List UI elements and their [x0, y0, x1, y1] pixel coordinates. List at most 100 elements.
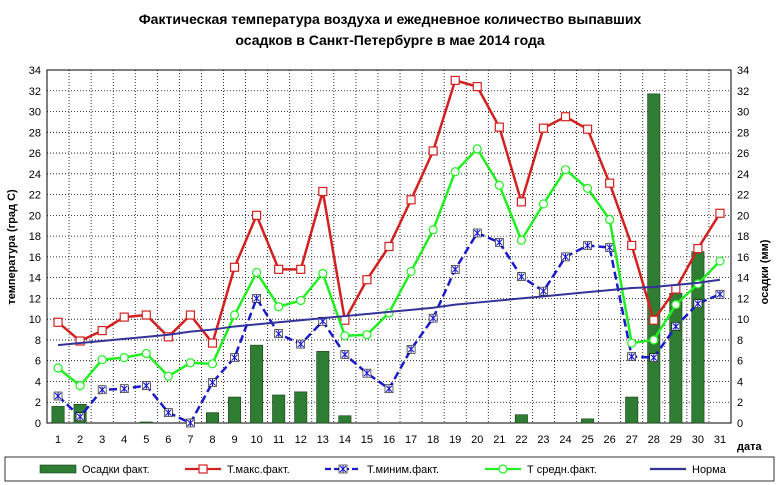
point-marker — [516, 235, 526, 245]
legend-label: Т.макс.факт. — [227, 464, 290, 476]
point-marker — [362, 275, 372, 285]
point-marker — [231, 354, 238, 362]
point-marker — [141, 310, 151, 320]
point-marker — [538, 123, 549, 133]
point-marker — [627, 240, 637, 251]
point-marker — [274, 264, 284, 274]
point-marker — [76, 413, 84, 421]
legend-swatch — [39, 464, 77, 474]
series-line — [57, 278, 721, 347]
point-marker — [715, 256, 725, 266]
x-tick-label: 31 — [714, 434, 726, 446]
x-axis-label: дата — [737, 441, 762, 453]
point-marker — [362, 330, 372, 340]
legend-label: Осадки факт. — [82, 464, 150, 476]
point-marker — [142, 382, 150, 390]
point-marker — [207, 338, 218, 348]
point-marker — [164, 409, 172, 417]
point-marker — [54, 392, 62, 400]
x-tick-label: 1 — [55, 434, 61, 446]
precip-bar — [206, 412, 219, 424]
point-marker — [582, 183, 593, 193]
point-marker — [296, 295, 306, 306]
point-marker — [385, 385, 393, 393]
y-right-tick-label: 32 — [737, 86, 749, 98]
point-marker — [297, 340, 305, 348]
y-right-tick-label: 2 — [737, 397, 743, 409]
point-marker — [274, 302, 284, 312]
x-tick-label: 26 — [604, 434, 616, 446]
point-marker — [229, 310, 240, 320]
point-marker — [119, 352, 129, 363]
x-tick-label: 27 — [626, 434, 638, 446]
point-marker — [628, 353, 636, 361]
precip-bar — [250, 344, 264, 424]
point-marker — [650, 354, 658, 362]
point-marker — [53, 363, 63, 373]
y-left-tick-label: 10 — [29, 314, 41, 326]
point-marker — [97, 355, 107, 365]
y-right-tick-label: 4 — [737, 376, 743, 388]
x-tick-label: 13 — [317, 434, 329, 446]
point-marker — [185, 310, 196, 320]
chart-title-line2: осадков в Санкт-Петербурге в мае 2014 го… — [235, 32, 544, 48]
legend-label: Т средн.факт. — [527, 464, 597, 476]
precip-bar — [294, 391, 308, 424]
x-tick-label: 3 — [99, 434, 105, 446]
precip-bar — [514, 414, 528, 424]
point-marker — [517, 273, 525, 281]
x-tick-label: 17 — [405, 434, 417, 446]
precip-bar — [647, 93, 661, 424]
series-2 — [53, 228, 725, 428]
legend-label: Норма — [692, 464, 727, 476]
x-tick-label: 25 — [581, 434, 593, 446]
y-axis-left-label: температура (град С) — [6, 189, 18, 305]
y-left-tick-label: 20 — [29, 210, 41, 222]
precip-bar — [625, 396, 639, 424]
y-right-tick-label: 16 — [737, 252, 749, 264]
y-left-tick-label: 14 — [29, 273, 41, 285]
point-marker — [407, 345, 415, 353]
y-left-tick-label: 16 — [29, 252, 41, 264]
y-right-tick-label: 8 — [737, 335, 743, 347]
point-marker — [163, 332, 173, 342]
legend-item: Т.миним.факт. — [325, 464, 439, 476]
y-right-tick-label: 10 — [737, 314, 749, 326]
point-marker — [473, 229, 481, 237]
point-marker — [339, 465, 347, 473]
point-marker — [163, 371, 173, 381]
point-marker — [450, 75, 460, 85]
point-marker — [649, 315, 659, 325]
chart-title-line1: Фактическая температура воздуха и ежедне… — [139, 11, 642, 27]
point-marker — [185, 358, 196, 368]
point-marker — [498, 464, 508, 474]
legend: Осадки факт. Т.макс.факт. Т.миним.факт. Т с… — [4, 456, 775, 482]
point-marker — [672, 322, 680, 330]
y-right-tick-label: 24 — [737, 169, 749, 181]
point-marker — [406, 195, 416, 205]
point-marker — [120, 385, 128, 393]
point-marker — [560, 112, 571, 122]
y-left-tick-label: 26 — [29, 148, 41, 160]
x-tick-label: 23 — [537, 434, 549, 446]
point-marker — [229, 262, 240, 272]
point-marker — [141, 348, 151, 359]
point-marker — [318, 268, 328, 279]
point-marker — [428, 146, 438, 156]
point-marker — [649, 335, 659, 345]
precip-bar — [51, 406, 65, 424]
x-tick-label: 19 — [449, 434, 461, 446]
point-marker — [451, 265, 459, 273]
point-marker — [494, 180, 504, 190]
series-4 — [57, 278, 721, 347]
x-tick-label: 16 — [383, 434, 395, 446]
point-marker — [605, 214, 615, 225]
y-right-tick-label: 12 — [737, 293, 749, 305]
x-ticks: 1 2 3 4 5 6 7 8 9 10 11 12 13 14 15 16 17 18 19 20 21 22 23 24 2… — [55, 434, 726, 446]
point-marker — [207, 359, 218, 369]
point-marker — [252, 267, 262, 278]
x-tick-label: 2 — [77, 434, 83, 446]
